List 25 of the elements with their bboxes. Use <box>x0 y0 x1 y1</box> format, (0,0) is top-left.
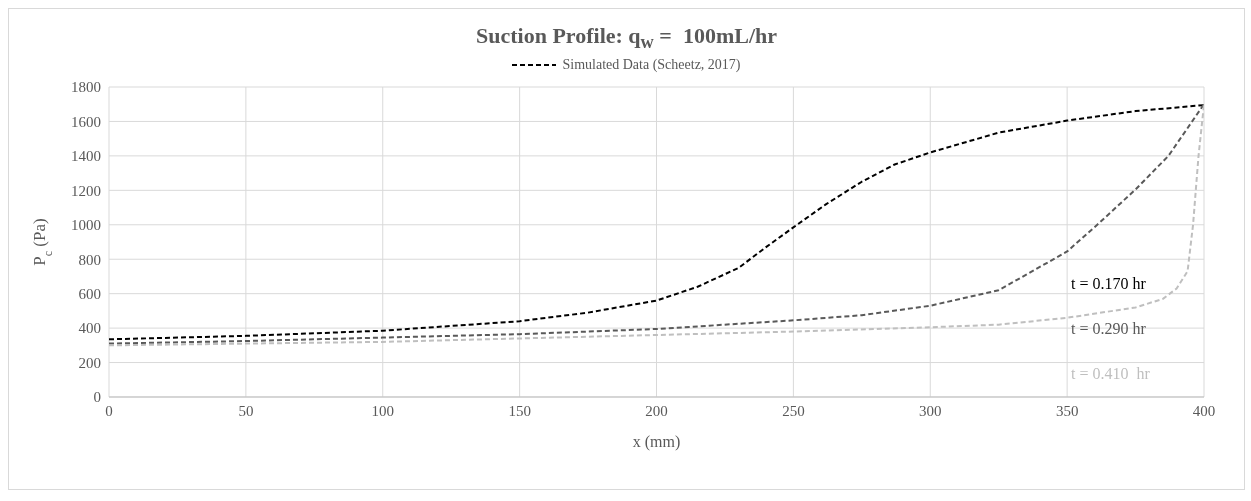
x-tick-label: 300 <box>919 403 942 420</box>
x-tick-label: 0 <box>105 403 113 420</box>
x-tick-label: 50 <box>238 403 254 420</box>
x-tick-label: 200 <box>645 403 668 420</box>
x-tick-label: 100 <box>371 403 394 420</box>
y-tick-label: 400 <box>78 320 101 337</box>
x-tick-label: 350 <box>1055 403 1079 420</box>
y-tick-label: 1400 <box>71 148 101 165</box>
annotation: t = 0.170 hr <box>1071 275 1146 293</box>
y-tick-label: 1600 <box>71 114 101 131</box>
annotation: t = 0.410 hr <box>1071 365 1150 383</box>
y-tick-label: 1200 <box>71 183 101 200</box>
y-tick-label: 1000 <box>71 217 101 234</box>
y-tick-label: 800 <box>78 251 101 268</box>
legend-label: Simulated Data (Scheetz, 2017) <box>561 57 741 74</box>
y-tick-label: 600 <box>78 286 101 303</box>
x-tick-label: 400 <box>1192 403 1216 420</box>
y-tick-label: 0 <box>93 389 101 406</box>
y-tick-label: 1800 <box>71 79 101 96</box>
chart-title: Suction Profile: q$_{w}$ = 100mL/hr <box>476 23 777 53</box>
x-axis-title: x (mm) <box>632 433 681 452</box>
y-tick-label: 200 <box>78 355 101 372</box>
x-tick-label: 250 <box>782 403 805 420</box>
x-tick-label: 150 <box>508 403 531 420</box>
annotation: t = 0.290 hr <box>1071 320 1146 338</box>
